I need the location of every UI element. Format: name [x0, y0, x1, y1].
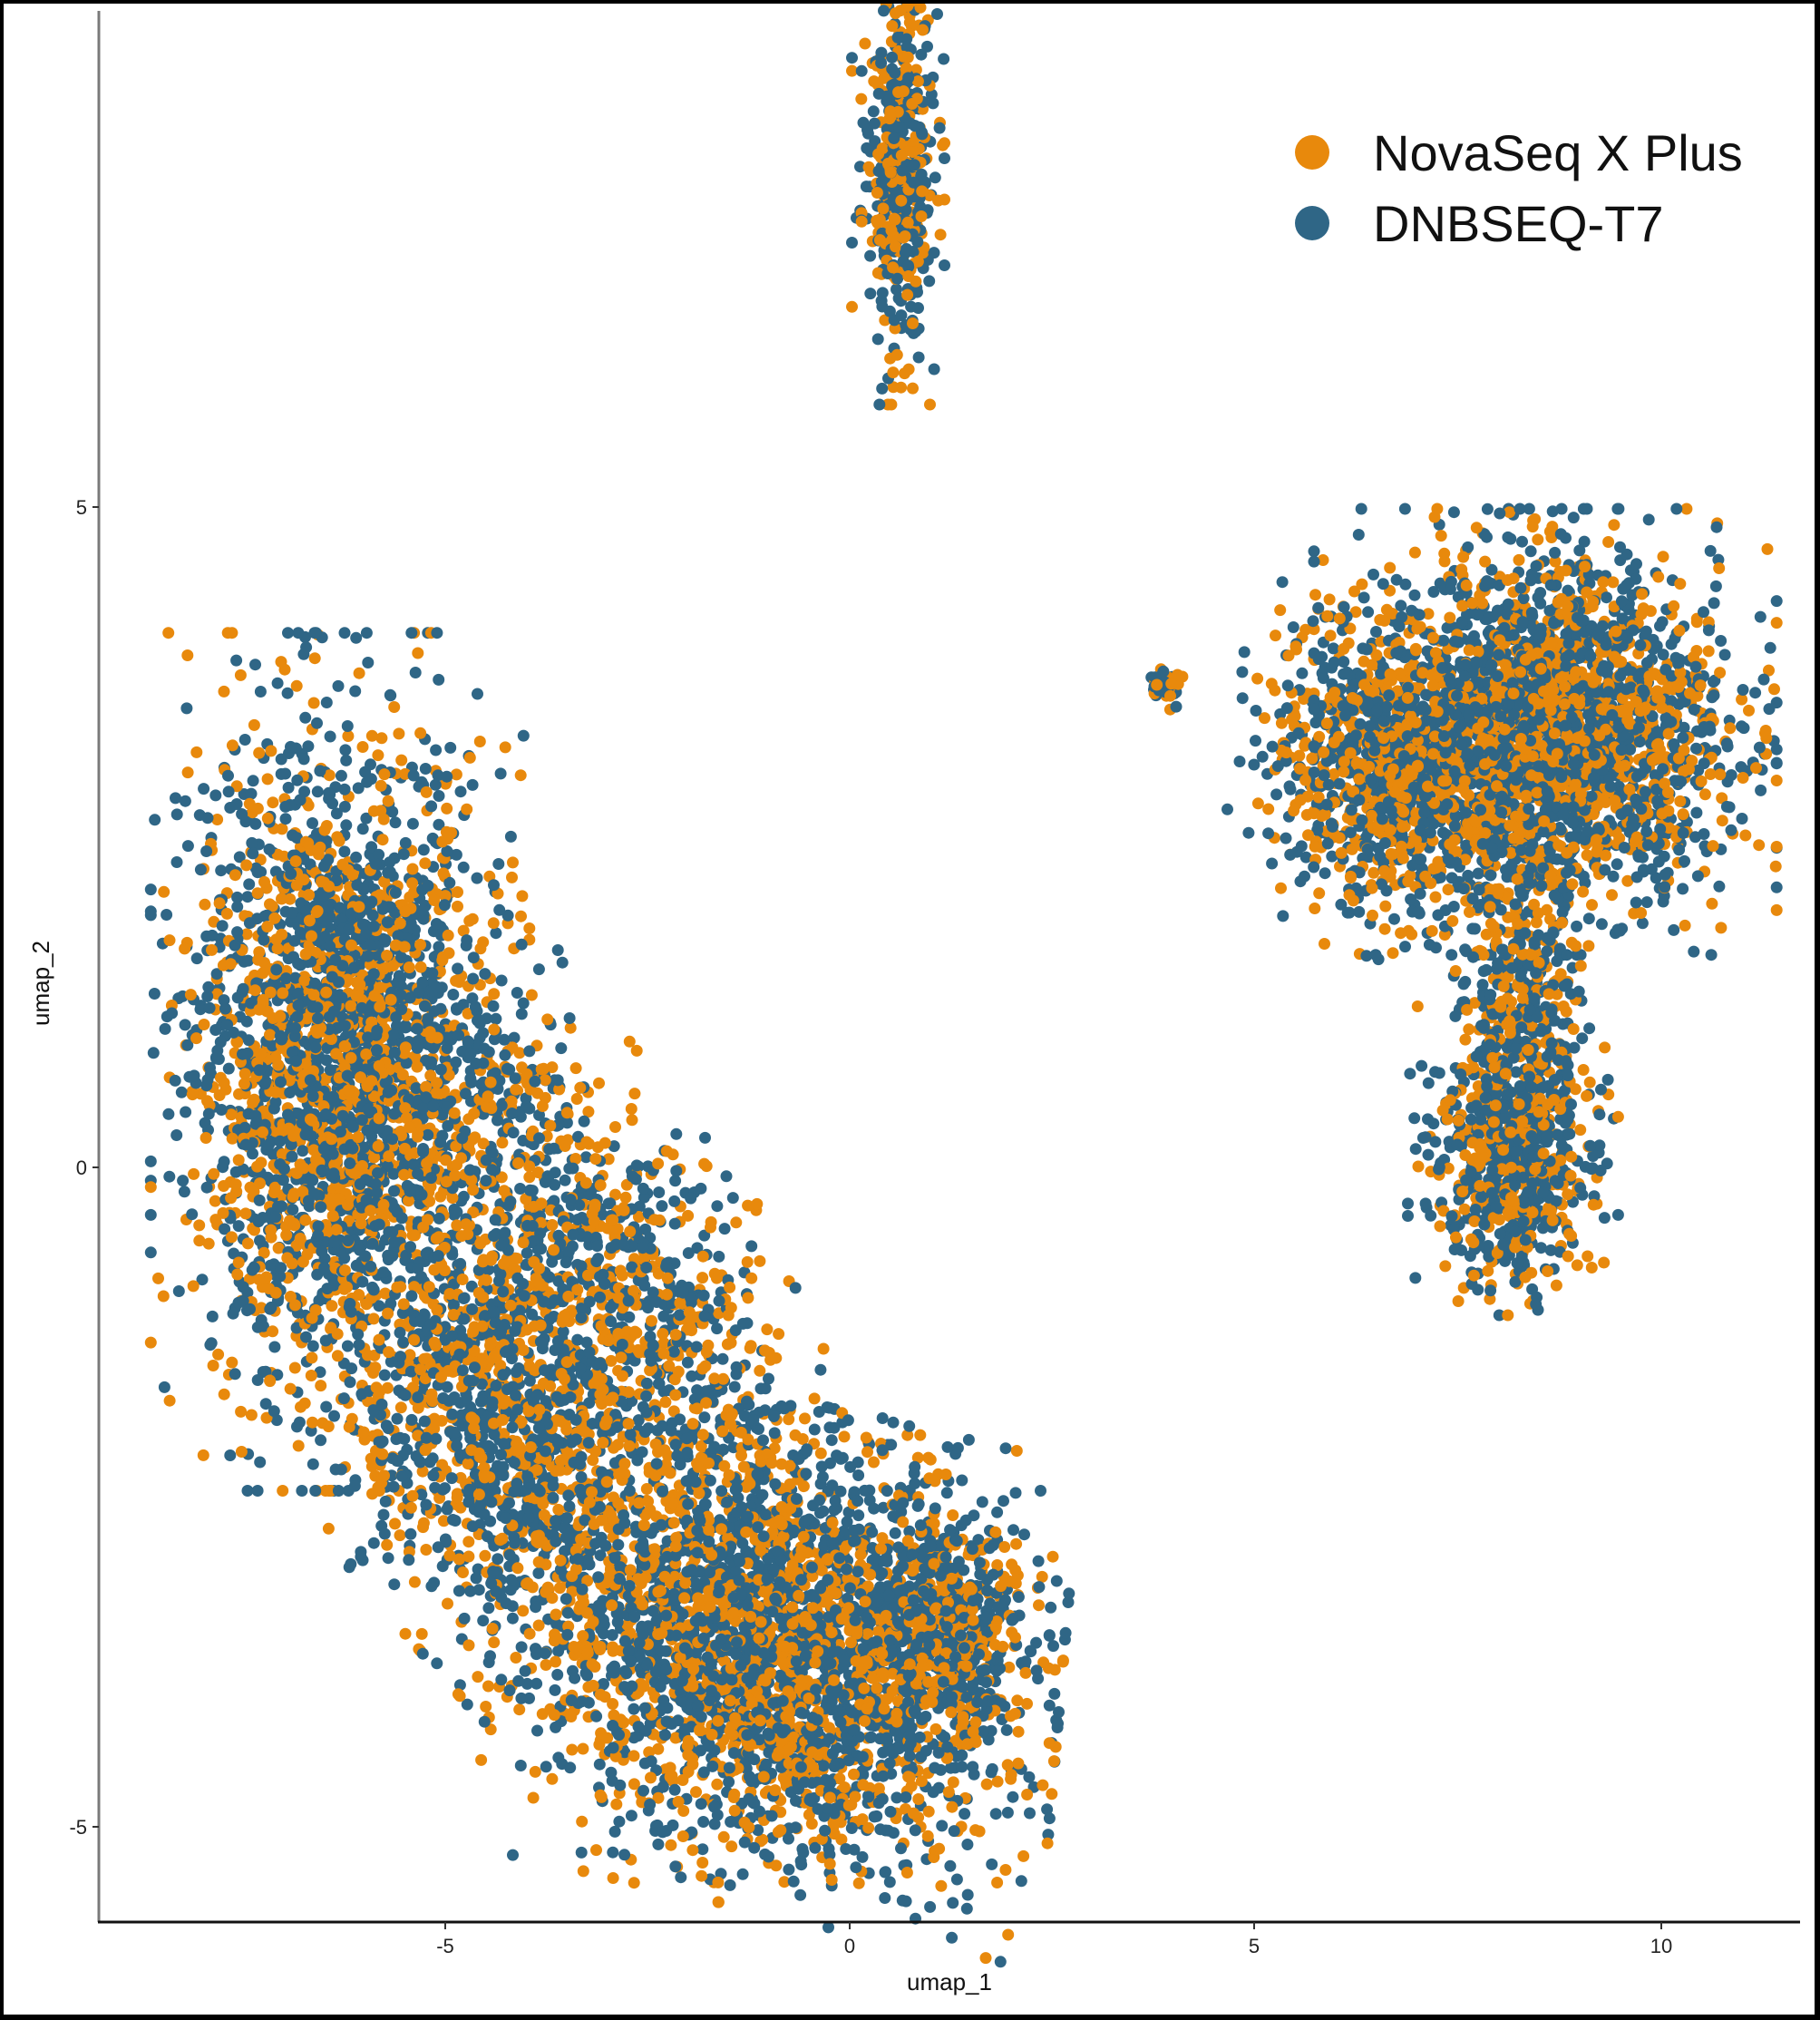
- y-axis-title: umap_2: [27, 941, 54, 1026]
- y-tick-label-5: 5: [76, 496, 87, 519]
- x-tick-label-neg5: -5: [436, 1935, 454, 1957]
- x-tick-label-5: 5: [1249, 1935, 1260, 1957]
- legend-label: NovaSeq X Plus: [1373, 123, 1743, 181]
- scatter-plot: 5 0 -5 umap_2 -5 0 5 10 umap_1: [27, 4, 1800, 1996]
- x-tick-label-10: 10: [1650, 1935, 1672, 1957]
- y-axis: 5 0 -5 umap_2: [27, 11, 101, 1922]
- legend: NovaSeq X Plus DNBSEQ-T7: [1291, 117, 1743, 259]
- blue-dot-icon: [1295, 206, 1329, 240]
- x-tick-label-0: 0: [844, 1935, 855, 1957]
- x-axis-title: umap_1: [907, 1968, 992, 1996]
- orange-dot-icon: [1295, 135, 1329, 170]
- legend-label: DNBSEQ-T7: [1373, 194, 1664, 252]
- y-tick-label-neg5: -5: [69, 1816, 87, 1839]
- y-tick-label-0: 0: [76, 1156, 87, 1179]
- legend-item-novaseq: NovaSeq X Plus: [1291, 117, 1743, 188]
- data-points: [144, 4, 1783, 1968]
- chart-frame: 5 0 -5 umap_2 -5 0 5 10 umap_1 NovaSeq X…: [4, 4, 1815, 2015]
- legend-item-dnbseq: DNBSEQ-T7: [1291, 188, 1743, 259]
- x-axis: -5 0 5 10 umap_1: [98, 1920, 1800, 1996]
